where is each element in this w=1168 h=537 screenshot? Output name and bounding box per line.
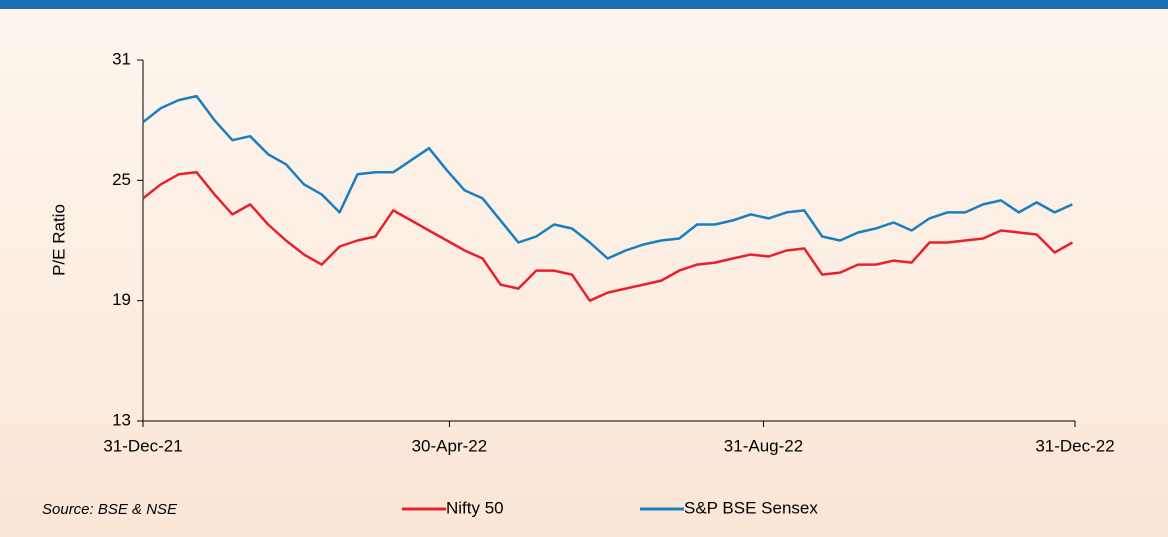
x-tick-label: 30-Apr-22 (412, 436, 488, 455)
y-tick-label: 25 (112, 170, 131, 189)
legend-label: S&P BSE Sensex (684, 498, 818, 517)
series-line (142, 94, 1073, 260)
y-axis-label: P/E Ratio (49, 204, 68, 276)
y-tick-label: 13 (112, 410, 131, 429)
header-bar (0, 0, 1168, 9)
series-line (142, 171, 1074, 302)
x-tick-label: 31-Aug-22 (724, 436, 803, 455)
x-tick-label: 31-Dec-22 (1035, 436, 1114, 455)
y-tick-label: 31 (112, 49, 131, 68)
legend-label: Nifty 50 (446, 498, 504, 517)
x-tick-label: 31-Dec-21 (103, 436, 182, 455)
source-note: Source: BSE & NSE (42, 501, 178, 518)
y-tick-label: 19 (112, 290, 131, 309)
